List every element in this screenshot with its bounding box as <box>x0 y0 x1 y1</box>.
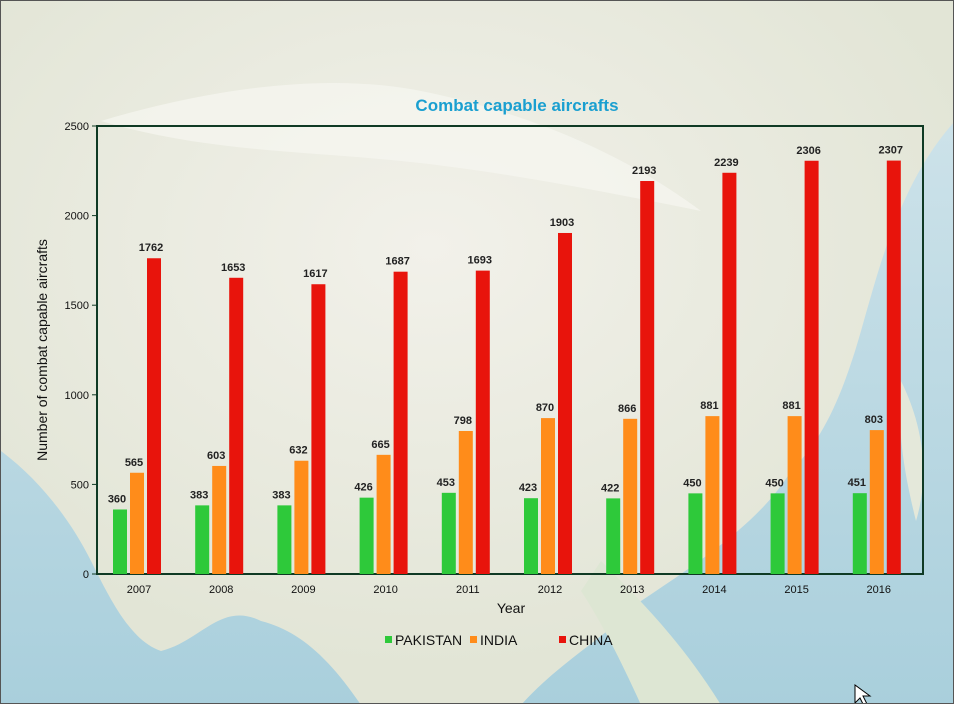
legend-swatch-india <box>470 636 477 643</box>
bar-china-2009 <box>311 284 326 574</box>
bar-value-label: 603 <box>207 450 225 462</box>
y-tick-label: 2000 <box>65 211 89 223</box>
bar-pakistan-2012 <box>524 498 538 574</box>
x-tick-label: 2011 <box>456 584 480 596</box>
bar-value-label: 383 <box>190 489 208 501</box>
x-tick-label: 2007 <box>127 584 151 596</box>
bar-pakistan-2016 <box>852 493 867 574</box>
x-tick-label: 2013 <box>620 584 644 596</box>
bar-pakistan-2010 <box>359 497 374 574</box>
bar-china-2011 <box>475 270 490 574</box>
bar-china-2007 <box>147 258 161 574</box>
legend-swatch-china <box>559 636 566 643</box>
y-tick-label: 2500 <box>65 121 89 133</box>
bar-value-label: 803 <box>865 414 883 426</box>
bar-value-label: 632 <box>289 445 307 457</box>
bar-india-2015 <box>787 416 802 574</box>
bar-india-2013 <box>623 418 638 574</box>
bar-india-2012 <box>541 418 555 574</box>
y-tick-label: 1500 <box>65 300 89 312</box>
bar-china-2008 <box>229 277 244 574</box>
bar-pakistan-2013 <box>606 498 621 574</box>
bar-china-2015 <box>804 160 819 574</box>
bar-india-2009 <box>294 460 309 574</box>
plot-frame <box>96 125 924 575</box>
y-axis-ticks: 0 500 1000 1500 2000 2500 <box>65 121 97 581</box>
mouse-cursor-icon <box>854 684 872 703</box>
bar-value-label: 383 <box>272 489 290 501</box>
bar-china-2013 <box>640 181 655 574</box>
legend-label-china: CHINA <box>569 632 613 648</box>
x-tick-label: 2014 <box>702 584 726 596</box>
bar-pakistan-2014 <box>688 493 703 574</box>
chart-title: Combat capable aircrafts <box>415 96 618 115</box>
bar-value-label: 866 <box>618 403 636 415</box>
bar-pakistan-2007 <box>113 509 127 574</box>
bar-value-label: 453 <box>437 477 455 489</box>
x-tick-label: 2009 <box>291 584 315 596</box>
bar-value-label: 565 <box>125 457 143 469</box>
bar-value-label: 1693 <box>468 255 492 267</box>
bars-group <box>113 160 901 575</box>
bar-pakistan-2011 <box>441 492 456 574</box>
bar-value-label: 665 <box>371 439 389 451</box>
bar-china-2014 <box>722 172 737 575</box>
legend-label-india: INDIA <box>480 632 518 648</box>
bar-value-label: 2307 <box>879 145 903 157</box>
bar-india-2010 <box>376 454 391 574</box>
bar-value-label: 798 <box>454 415 472 427</box>
y-tick-label: 1000 <box>65 390 89 402</box>
bar-value-label: 426 <box>354 482 372 494</box>
bar-pakistan-2009 <box>277 505 292 574</box>
bar-value-label: 422 <box>601 482 619 494</box>
x-tick-label: 2008 <box>209 584 233 596</box>
bar-labels-group: 360 565 1762 383 603 1653 383 632 1617 426 665 1687… <box>108 145 903 506</box>
x-tick-label: 2010 <box>373 584 397 596</box>
bar-value-label: 2193 <box>632 165 656 177</box>
x-tick-label: 2015 <box>784 584 808 596</box>
bar-value-label: 423 <box>519 482 537 494</box>
y-tick-label: 500 <box>71 479 89 491</box>
legend-swatch-pakistan <box>385 636 392 643</box>
bar-india-2014 <box>705 416 720 574</box>
x-axis-title: Year <box>497 600 526 616</box>
bar-value-label: 450 <box>765 477 783 489</box>
bar-india-2007 <box>130 472 144 574</box>
legend: PAKISTAN INDIA CHINA <box>385 632 613 648</box>
bar-value-label: 1903 <box>550 217 574 229</box>
bar-china-2016 <box>886 160 901 574</box>
bar-value-label: 1617 <box>303 268 327 280</box>
bar-india-2016 <box>869 430 884 574</box>
bar-pakistan-2008 <box>195 505 210 574</box>
x-axis-ticks: 2007 2008 2009 2010 2011 2012 2013 2014 2015 2016 <box>127 584 891 596</box>
bar-value-label: 870 <box>536 402 554 414</box>
x-tick-label: 2012 <box>538 584 562 596</box>
x-tick-label: 2016 <box>867 584 891 596</box>
y-tick-label: 0 <box>83 569 89 581</box>
bar-india-2011 <box>458 430 473 574</box>
bar-value-label: 450 <box>683 477 701 489</box>
y-axis-title: Number of combat capable aircrafts <box>34 239 50 461</box>
bar-india-2008 <box>212 465 227 574</box>
bar-value-label: 1653 <box>221 262 245 274</box>
bar-china-2010 <box>393 271 408 574</box>
bar-pakistan-2015 <box>770 493 785 574</box>
bar-value-label: 2306 <box>796 145 820 157</box>
bar-china-2012 <box>558 232 572 574</box>
bar-value-label: 881 <box>782 400 800 412</box>
bar-value-label: 1762 <box>139 242 163 254</box>
bar-value-label: 1687 <box>385 256 409 268</box>
bar-value-label: 881 <box>700 400 718 412</box>
bar-value-label: 451 <box>848 477 866 489</box>
legend-label-pakistan: PAKISTAN <box>395 632 462 648</box>
bar-value-label: 2239 <box>714 157 738 169</box>
bar-value-label: 360 <box>108 493 126 505</box>
